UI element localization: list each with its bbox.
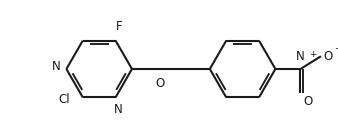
Text: N: N xyxy=(52,60,61,73)
Text: O: O xyxy=(303,95,312,108)
Text: −: − xyxy=(334,44,338,53)
Text: N: N xyxy=(114,103,122,116)
Text: O: O xyxy=(324,50,333,63)
Text: F: F xyxy=(116,20,123,33)
Text: +: + xyxy=(309,50,316,59)
Text: O: O xyxy=(155,77,165,90)
Text: Cl: Cl xyxy=(58,93,70,106)
Text: N: N xyxy=(296,50,305,63)
